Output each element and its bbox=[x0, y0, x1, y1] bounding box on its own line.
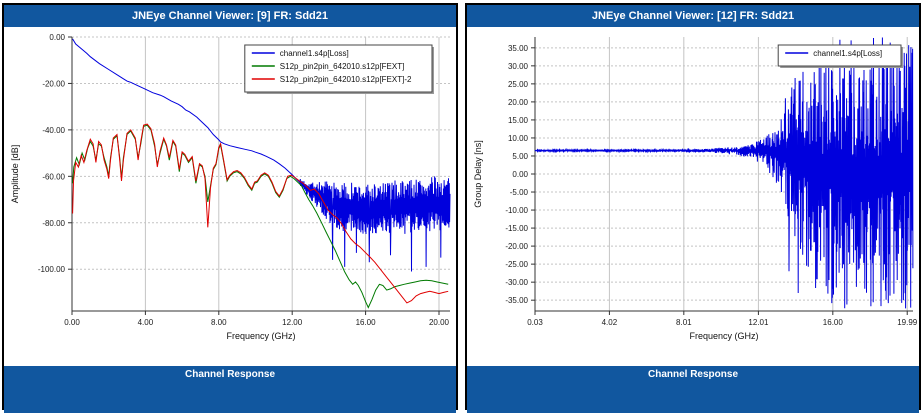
y-tick-label: -80.00 bbox=[42, 219, 65, 228]
x-axis-label: Frequency (GHz) bbox=[689, 331, 758, 341]
legend-entry: S12p_pin2pin_642010.s12p[FEXT]-2 bbox=[280, 75, 412, 84]
y-tick-label: -5.00 bbox=[510, 188, 529, 197]
window-title: JNEye Channel Viewer: [9] FR: Sdd21 bbox=[131, 10, 329, 22]
legend-entry: channel1.s4p[Loss] bbox=[280, 49, 349, 58]
footer-label: Channel Response bbox=[647, 369, 739, 380]
footer-bar: Channel Response bbox=[4, 366, 456, 413]
y-axis-label: Amplitude [dB] bbox=[10, 145, 20, 204]
series-channel1.s4p[Loss] bbox=[72, 38, 451, 272]
x-tick-label: 0.03 bbox=[527, 318, 543, 327]
y-tick-label: -30.00 bbox=[505, 278, 528, 287]
x-axis-label: Frequency (GHz) bbox=[226, 331, 295, 341]
y-tick-label: 25.00 bbox=[508, 80, 529, 89]
window-titlebar[interactable]: JNEye Channel Viewer: [12] FR: Sdd21 bbox=[467, 5, 919, 27]
y-tick-label: -15.00 bbox=[505, 224, 528, 233]
x-tick-label: 8.00 bbox=[211, 318, 227, 327]
y-tick-label: 0.00 bbox=[512, 170, 528, 179]
series-S12p_pin2pin_642010.s12p[FEXT]-2 bbox=[72, 123, 449, 304]
y-tick-label: -25.00 bbox=[505, 260, 528, 269]
x-tick-label: 4.00 bbox=[138, 318, 154, 327]
legend: channel1.s4p[Loss] bbox=[777, 44, 903, 68]
axes: 0.00 -20.00 -40.00 -60.00 -80.00 -100.00 0.00 4… bbox=[38, 33, 450, 327]
x-tick-label: 8.01 bbox=[676, 318, 692, 327]
plot-svg: 35.00 30.00 25.00 20.00 15.00 10.00 5.00 0.00 -5… bbox=[473, 37, 918, 341]
series-channel1.s4p[Loss] bbox=[534, 37, 914, 309]
footer-bar: Channel Response bbox=[467, 366, 919, 413]
y-tick-label: 35.00 bbox=[508, 44, 529, 53]
x-tick-label: 12.00 bbox=[282, 318, 303, 327]
y-tick-label: 20.00 bbox=[508, 98, 529, 107]
x-tick-label: 19.99 bbox=[897, 318, 918, 327]
legend: channel1.s4p[Loss] S12p_pin2pin_642010.s1… bbox=[244, 44, 434, 94]
series-S12p_pin2pin_642010.s12p[FEXT] bbox=[72, 124, 449, 309]
axes: 35.00 30.00 25.00 20.00 15.00 10.00 5.00 0.00 -5… bbox=[505, 37, 918, 327]
x-tick-label: 20.00 bbox=[429, 318, 450, 327]
window-titlebar[interactable]: JNEye Channel Viewer: [9] FR: Sdd21 bbox=[4, 5, 456, 27]
y-tick-label: -60.00 bbox=[42, 172, 65, 181]
y-tick-label: -10.00 bbox=[505, 206, 528, 215]
y-tick-label: 10.00 bbox=[508, 134, 529, 143]
window-title: JNEye Channel Viewer: [12] FR: Sdd21 bbox=[591, 10, 795, 22]
y-tick-label: 15.00 bbox=[508, 116, 529, 125]
footer-label: Channel Response bbox=[184, 369, 276, 380]
x-tick-label: 16.00 bbox=[356, 318, 377, 327]
y-tick-label: 5.00 bbox=[512, 152, 528, 161]
y-tick-label: -100.00 bbox=[38, 265, 66, 274]
channel-viewer-window-9: JNEye Channel Viewer: [9] FR: Sdd21 0.00… bbox=[2, 3, 458, 413]
amplitude-chart[interactable]: 0.00 -20.00 -40.00 -60.00 -80.00 -100.00 0.00 4… bbox=[4, 27, 456, 366]
legend-entry: channel1.s4p[Loss] bbox=[813, 49, 882, 58]
group-delay-chart[interactable]: 35.00 30.00 25.00 20.00 15.00 10.00 5.00 0.00 -5… bbox=[467, 27, 919, 366]
legend-entry: S12p_pin2pin_642010.s12p[FEXT] bbox=[280, 62, 405, 71]
y-tick-label: -40.00 bbox=[42, 126, 65, 135]
x-tick-label: 16.00 bbox=[823, 318, 844, 327]
y-tick-label: -20.00 bbox=[505, 242, 528, 251]
y-axis-label: Group Delay [ns] bbox=[473, 140, 483, 208]
y-tick-label: 0.00 bbox=[49, 33, 65, 42]
y-tick-label: -35.00 bbox=[505, 296, 528, 305]
x-tick-label: 12.01 bbox=[748, 318, 769, 327]
y-tick-label: -20.00 bbox=[42, 79, 65, 88]
y-tick-label: 30.00 bbox=[508, 62, 529, 71]
plot-svg: 0.00 -20.00 -40.00 -60.00 -80.00 -100.00 0.00 4… bbox=[10, 33, 451, 341]
x-tick-label: 0.00 bbox=[64, 318, 80, 327]
channel-viewer-window-12: JNEye Channel Viewer: [12] FR: Sdd21 35.… bbox=[465, 3, 921, 413]
x-tick-label: 4.02 bbox=[602, 318, 618, 327]
